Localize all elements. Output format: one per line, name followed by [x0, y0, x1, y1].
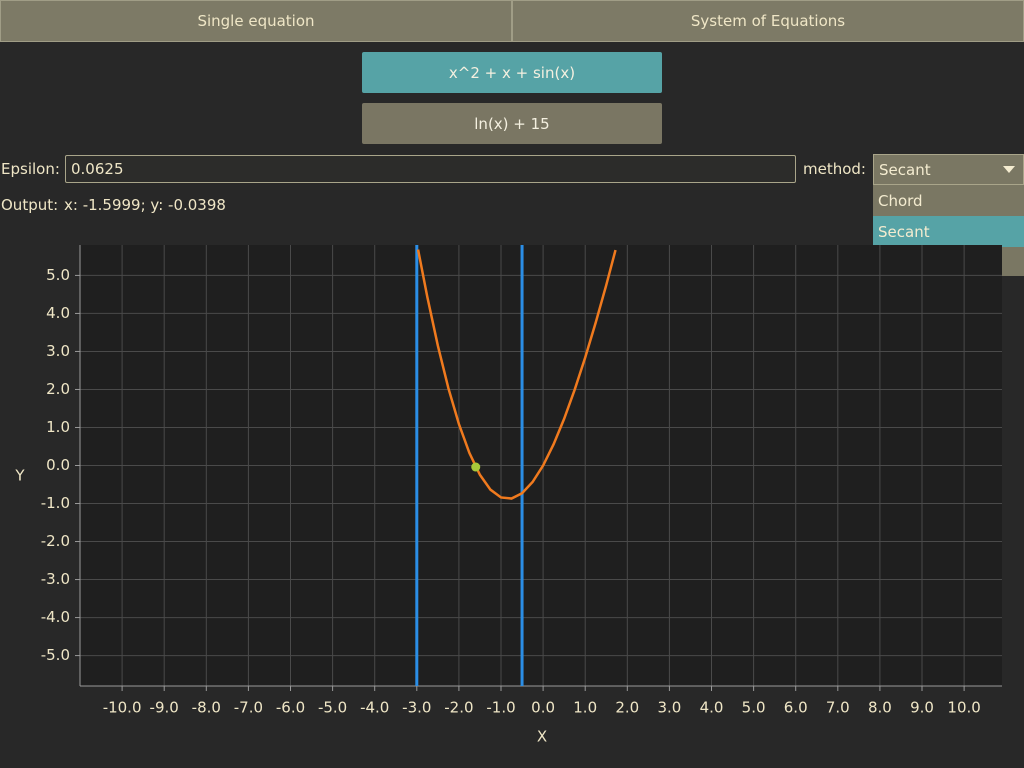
method-option[interactable]: Secant — [873, 216, 1024, 247]
epsilon-input[interactable]: 0.0625 — [65, 155, 796, 183]
x-tick-label: -3.0 — [402, 699, 431, 717]
x-tick-label: -8.0 — [192, 699, 221, 717]
y-tick-label: -5.0 — [41, 646, 70, 664]
x-tick-label: 1.0 — [573, 699, 597, 717]
x-tick-label: -6.0 — [276, 699, 305, 717]
method-label: method: — [803, 160, 866, 178]
x-tick-label: -5.0 — [318, 699, 347, 717]
y-tick-label: 5.0 — [46, 266, 70, 284]
y-tick-label: 1.0 — [46, 418, 70, 436]
x-tick-label: -7.0 — [234, 699, 263, 717]
equation-button[interactable]: ln(x) + 15 — [362, 103, 662, 144]
x-tick-label: 3.0 — [657, 699, 681, 717]
output-label: Output: — [1, 196, 59, 214]
x-tick-label: -9.0 — [150, 699, 179, 717]
y-tick-label: 3.0 — [46, 342, 70, 360]
x-tick-label: -10.0 — [103, 699, 142, 717]
x-tick-label: 6.0 — [784, 699, 808, 717]
tab[interactable]: System of Equations — [512, 0, 1024, 42]
y-tick-label: 4.0 — [46, 304, 70, 322]
method-select[interactable]: Secant — [873, 154, 1024, 185]
method-option[interactable]: Chord — [873, 185, 1024, 216]
epsilon-label: Epsilon: — [1, 160, 60, 178]
y-axis-label: Y — [14, 467, 25, 485]
dropdown-arrow — [1003, 166, 1015, 173]
x-tick-label: -2.0 — [444, 699, 473, 717]
chart: Y X -10.0 -9.0 -8.0 -7.0 -6.0 -5.0 -4.0 -3.0 -2.… — [14, 245, 1002, 746]
x-tick-label: 0.0 — [531, 699, 555, 717]
x-tick-label: 9.0 — [910, 699, 934, 717]
y-tick-label: 2.0 — [46, 380, 70, 398]
x-axis-label: X — [537, 728, 547, 746]
x-tick-label: 10.0 — [947, 699, 980, 717]
x-tick-label: 2.0 — [615, 699, 639, 717]
y-tick-label: -4.0 — [41, 608, 70, 626]
x-tick-label: 8.0 — [868, 699, 892, 717]
tab[interactable]: Single equation — [0, 0, 512, 42]
selected-method: Secant — [879, 160, 931, 179]
y-tick-label: 0.0 — [46, 456, 70, 474]
x-tick-label: -1.0 — [486, 699, 515, 717]
y-tick-label: -2.0 — [41, 532, 70, 550]
x-tick-label: 7.0 — [826, 699, 850, 717]
x-tick-label: -4.0 — [360, 699, 389, 717]
y-tick-label: -1.0 — [41, 494, 70, 512]
x-tick-label: 4.0 — [700, 699, 724, 717]
root-point — [471, 462, 481, 472]
equation-button[interactable]: x^2 + x + sin(x) — [362, 52, 662, 93]
output-text: x: -1.5999; y: -0.0398 — [64, 196, 226, 214]
y-tick-label: -3.0 — [41, 570, 70, 588]
function-curve — [416, 249, 617, 500]
x-tick-label: 5.0 — [742, 699, 766, 717]
